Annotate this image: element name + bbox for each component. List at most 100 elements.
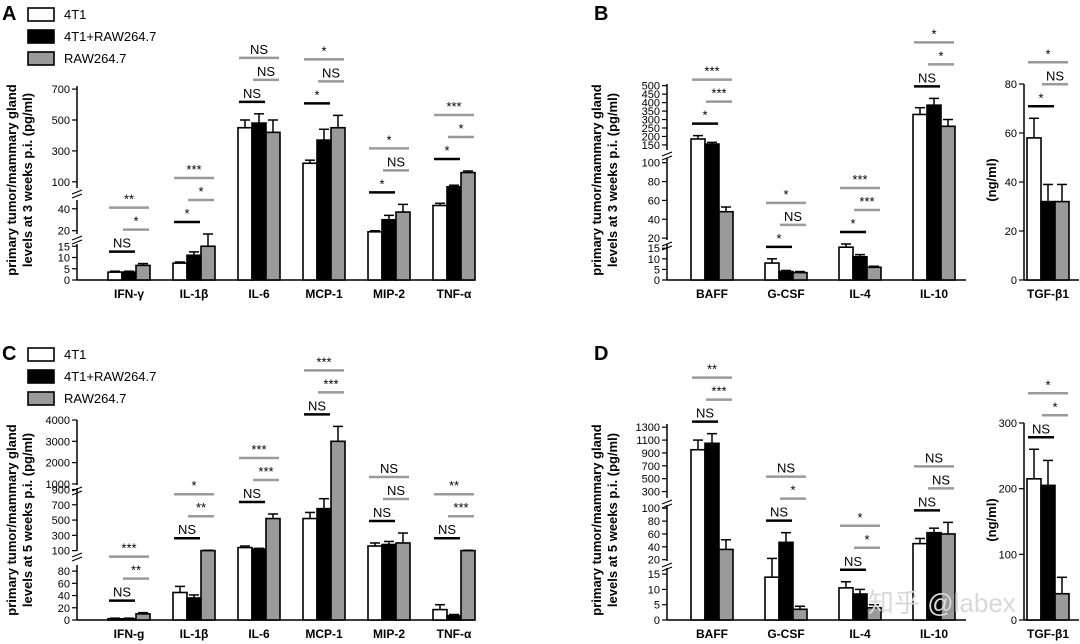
bar: [172, 262, 188, 281]
y-tick-label: 5: [64, 264, 70, 276]
bar: [316, 139, 332, 281]
significance-label: **: [131, 563, 141, 578]
bar: [1026, 137, 1042, 281]
y-tick-label: 300: [52, 530, 70, 542]
y-tick-label: 200: [999, 484, 1017, 496]
y-tick-label: 20: [648, 555, 660, 567]
bar: [792, 608, 808, 621]
bar: [186, 254, 202, 281]
y-tick-label: 200: [642, 131, 660, 143]
legend-swatch: [27, 391, 55, 406]
bar: [704, 143, 720, 281]
x-category-label: IL-4: [849, 287, 871, 301]
y-tick-label: 300: [642, 115, 660, 127]
y-tick-label: 900: [642, 448, 660, 460]
significance-label: NS: [387, 483, 405, 498]
bar: [764, 262, 780, 281]
y-tick-label: 100: [642, 503, 660, 515]
bar: [718, 548, 734, 621]
significance-label: NS: [438, 522, 456, 537]
significance-label: *: [850, 216, 855, 231]
significance-label: NS: [1032, 421, 1050, 436]
axis-break: [71, 193, 83, 199]
x-category-label: TGF-β1: [1027, 627, 1069, 641]
y-tick-label: 4000: [46, 415, 70, 427]
significance-label: NS: [380, 461, 398, 476]
bar: [330, 126, 346, 281]
axis-break: [661, 151, 673, 157]
significance-label: ***: [121, 541, 136, 556]
significance-label: *: [790, 483, 795, 498]
significance-label: NS: [243, 486, 261, 501]
legend-swatch: [27, 7, 55, 22]
axis-break: [661, 241, 673, 247]
x-category-label: MIP-2: [373, 627, 405, 641]
significance-label: *: [1045, 46, 1050, 61]
y-tick-label: 350: [642, 106, 660, 118]
significance-label: *: [379, 176, 384, 191]
legend-label: RAW264.7: [64, 391, 126, 406]
y-tick-label: 100: [52, 546, 70, 558]
x-category-label: BAFF: [696, 287, 728, 301]
x-category-label: MIP-2: [373, 287, 405, 301]
y-tick-label: 15: [648, 569, 660, 581]
significance-label: *: [783, 187, 788, 202]
y-tick-label: 20: [648, 233, 660, 245]
significance-label: *: [776, 231, 781, 246]
y-tick-label: 20: [58, 226, 70, 238]
bar: [1054, 200, 1070, 281]
y-tick-label: 0: [1011, 275, 1017, 287]
bar: [852, 255, 868, 281]
y-tick-label: 300: [52, 146, 70, 158]
panel-letter: B: [594, 3, 608, 25]
x-category-label: MCP-1: [305, 287, 343, 301]
bar: [251, 548, 267, 621]
bar: [200, 245, 216, 281]
bar: [778, 270, 794, 281]
bar: [381, 218, 397, 281]
y-axis-label: levels at 5 weeks p.i. (pg/ml): [20, 433, 35, 607]
y-tick-label: 10: [58, 253, 70, 265]
x-category-label: IL-10: [920, 627, 948, 641]
bar: [302, 517, 318, 621]
axis-break: [71, 189, 83, 195]
y-tick-label: 2000: [46, 458, 70, 470]
significance-label: NS: [373, 505, 391, 520]
y-tick-label: 500: [52, 115, 70, 127]
bar: [251, 122, 267, 281]
bar: [460, 549, 476, 621]
bar: [265, 517, 281, 621]
y-axis-label: (ng/ml): [984, 498, 999, 541]
significance-label: NS: [918, 70, 936, 85]
bar: [186, 597, 202, 621]
bar: [1040, 200, 1056, 281]
x-category-label: IFN-g: [114, 627, 145, 641]
x-category-label: IL-6: [248, 627, 270, 641]
x-category-label: BAFF: [696, 627, 728, 641]
y-tick-label: 100: [642, 158, 660, 170]
significance-label: ***: [186, 162, 201, 177]
y-tick-label: 0: [64, 615, 70, 627]
bar: [107, 617, 123, 621]
bar: [395, 211, 411, 281]
significance-label: NS: [308, 398, 326, 413]
bar: [200, 549, 216, 621]
y-tick-label: 60: [58, 578, 70, 590]
x-category-label: IL-6: [248, 287, 270, 301]
y-axis-label: primary tumor/mammary gland: [4, 424, 19, 616]
significance-label: *: [133, 214, 138, 229]
significance-label: *: [1038, 90, 1043, 105]
significance-label: *: [1045, 377, 1050, 392]
significance-label: NS: [770, 505, 788, 520]
panel-letter: A: [2, 3, 16, 25]
significance-label: **: [196, 500, 206, 515]
y-tick-label: 100: [52, 177, 70, 189]
x-category-label: IFN-γ: [114, 287, 144, 301]
significance-label: NS: [243, 86, 261, 101]
bar: [107, 271, 123, 281]
x-category-label: IL-1β: [180, 287, 209, 301]
significance-label: NS: [844, 554, 862, 569]
significance-label: *: [444, 143, 449, 158]
y-tick-label: 1000: [46, 479, 70, 491]
